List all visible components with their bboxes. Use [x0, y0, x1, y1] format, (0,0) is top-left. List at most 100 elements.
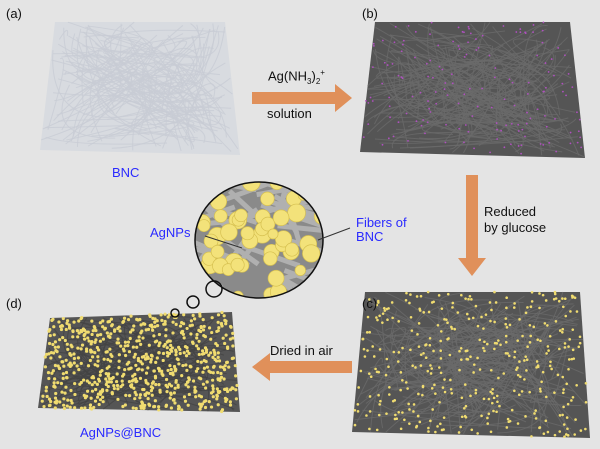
particle: [127, 394, 132, 398]
reagent-label: Ag(NH3)2+: [268, 68, 325, 86]
particle: [399, 371, 403, 374]
particle: [79, 347, 83, 351]
particle: [61, 336, 65, 340]
particle: [569, 310, 572, 313]
fiber: [530, 347, 577, 433]
particle: [159, 313, 163, 317]
particle: [174, 353, 178, 357]
particle: [131, 374, 135, 378]
particle: [155, 324, 160, 328]
particle: [463, 407, 466, 410]
particle: [209, 337, 213, 341]
particle: [178, 351, 182, 356]
particle: [98, 398, 103, 402]
particle: [484, 313, 488, 316]
particle: [179, 331, 184, 335]
panel-label-c: (c): [362, 296, 378, 311]
particle: [216, 320, 220, 324]
particle: [552, 297, 556, 301]
particle: [388, 105, 391, 108]
particle: [407, 402, 410, 406]
particle: [374, 367, 377, 371]
particle: [94, 328, 98, 333]
fiber: [413, 36, 580, 156]
particle: [81, 327, 85, 331]
particle: [163, 312, 167, 316]
particle: [80, 343, 85, 347]
fiber: [87, 114, 222, 147]
particle: [518, 360, 521, 363]
particle: [457, 45, 460, 47]
particle: [523, 359, 526, 362]
particle: [419, 91, 422, 94]
particle: [434, 392, 437, 395]
particle: [435, 102, 438, 105]
particle: [211, 355, 215, 359]
particle: [356, 410, 360, 413]
particle: [223, 341, 227, 346]
particle: [180, 374, 184, 378]
fiber: [98, 61, 205, 116]
agnp-sphere: [195, 206, 201, 220]
fiber: [438, 307, 452, 434]
particle: [368, 410, 372, 413]
particle: [474, 304, 478, 308]
particle: [95, 382, 99, 387]
particle: [446, 321, 449, 324]
particle: [487, 397, 491, 401]
particle: [388, 393, 391, 396]
particle: [202, 324, 206, 329]
particle: [164, 334, 168, 338]
fiber: [85, 26, 220, 58]
fiber: [403, 335, 485, 379]
particle: [89, 350, 93, 354]
particle: [571, 348, 575, 352]
particle: [457, 26, 460, 29]
particle: [393, 417, 397, 421]
agnp-sphere: [263, 251, 278, 266]
particle: [62, 397, 66, 401]
panel-label-d: (d): [6, 296, 22, 311]
fiber: [469, 384, 476, 417]
particle: [566, 402, 570, 406]
particle: [186, 403, 190, 407]
particle: [104, 382, 108, 387]
particle: [579, 136, 582, 139]
particle: [504, 340, 508, 344]
particle: [504, 317, 508, 320]
particle: [41, 394, 45, 398]
agnp-sphere: [315, 192, 323, 207]
particle: [139, 342, 143, 346]
particle: [190, 340, 195, 344]
particle: [131, 345, 135, 349]
particle: [128, 336, 132, 341]
particle: [476, 105, 479, 108]
particle: [420, 124, 423, 127]
particle: [49, 356, 53, 360]
particle: [211, 386, 215, 391]
particle: [468, 27, 470, 30]
particle: [460, 358, 463, 361]
fiber: [162, 124, 195, 149]
particle: [492, 409, 495, 413]
agnp-sphere: [230, 257, 245, 272]
particle: [172, 397, 176, 402]
particle: [225, 360, 229, 365]
fiber: [111, 75, 205, 149]
particle: [166, 354, 170, 358]
particle: [372, 42, 375, 45]
particle: [400, 50, 403, 53]
fiber: [519, 54, 555, 106]
particle: [397, 74, 400, 77]
particle: [442, 416, 446, 419]
particle: [428, 107, 431, 110]
particle: [446, 337, 449, 341]
particle: [177, 405, 181, 410]
fiber: [91, 68, 183, 95]
particle: [421, 393, 424, 397]
particle: [166, 368, 170, 373]
fiber: [120, 23, 201, 141]
particle: [540, 380, 543, 384]
particle: [480, 414, 483, 418]
agnp-sphere: [214, 209, 228, 223]
